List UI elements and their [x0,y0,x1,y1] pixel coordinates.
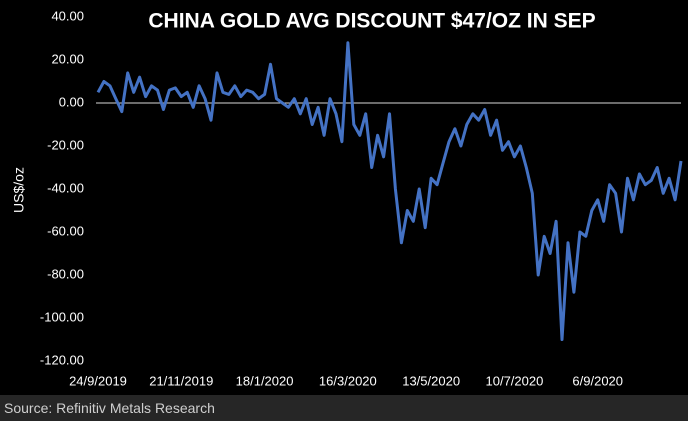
y-tick-label: 20.00 [51,51,84,66]
x-tick-label: 18/1/2020 [236,373,294,388]
y-tick-label: 0.00 [59,94,84,109]
x-tick-label: 10/7/2020 [486,373,544,388]
y-tick-label: 40.00 [51,8,84,23]
y-tick-label: -20.00 [47,137,84,152]
y-tick-label: -80.00 [47,266,84,281]
data-line [96,41,683,341]
y-tick-label: -60.00 [47,223,84,238]
x-tick-label: 16/3/2020 [319,373,377,388]
chart-title: CHINA GOLD AVG DISCOUNT $47/OZ IN SEP [148,10,595,33]
y-tick-label: -120.00 [40,352,84,367]
x-tick-label: 6/9/2020 [572,373,623,388]
chart: CHINA GOLD AVG DISCOUNT $47/OZ IN SEP US… [11,8,683,388]
y-axis-label: US$/oz [11,167,27,213]
source: Source: Refinitiv Metals Research [0,395,688,421]
y-tick-label: -40.00 [47,180,84,195]
x-tick-label: 21/11/2019 [149,373,213,388]
y-tick-label: -100.00 [40,309,84,324]
x-tick-label: 24/9/2019 [69,373,127,388]
x-tick-label: 13/5/2020 [402,373,460,388]
